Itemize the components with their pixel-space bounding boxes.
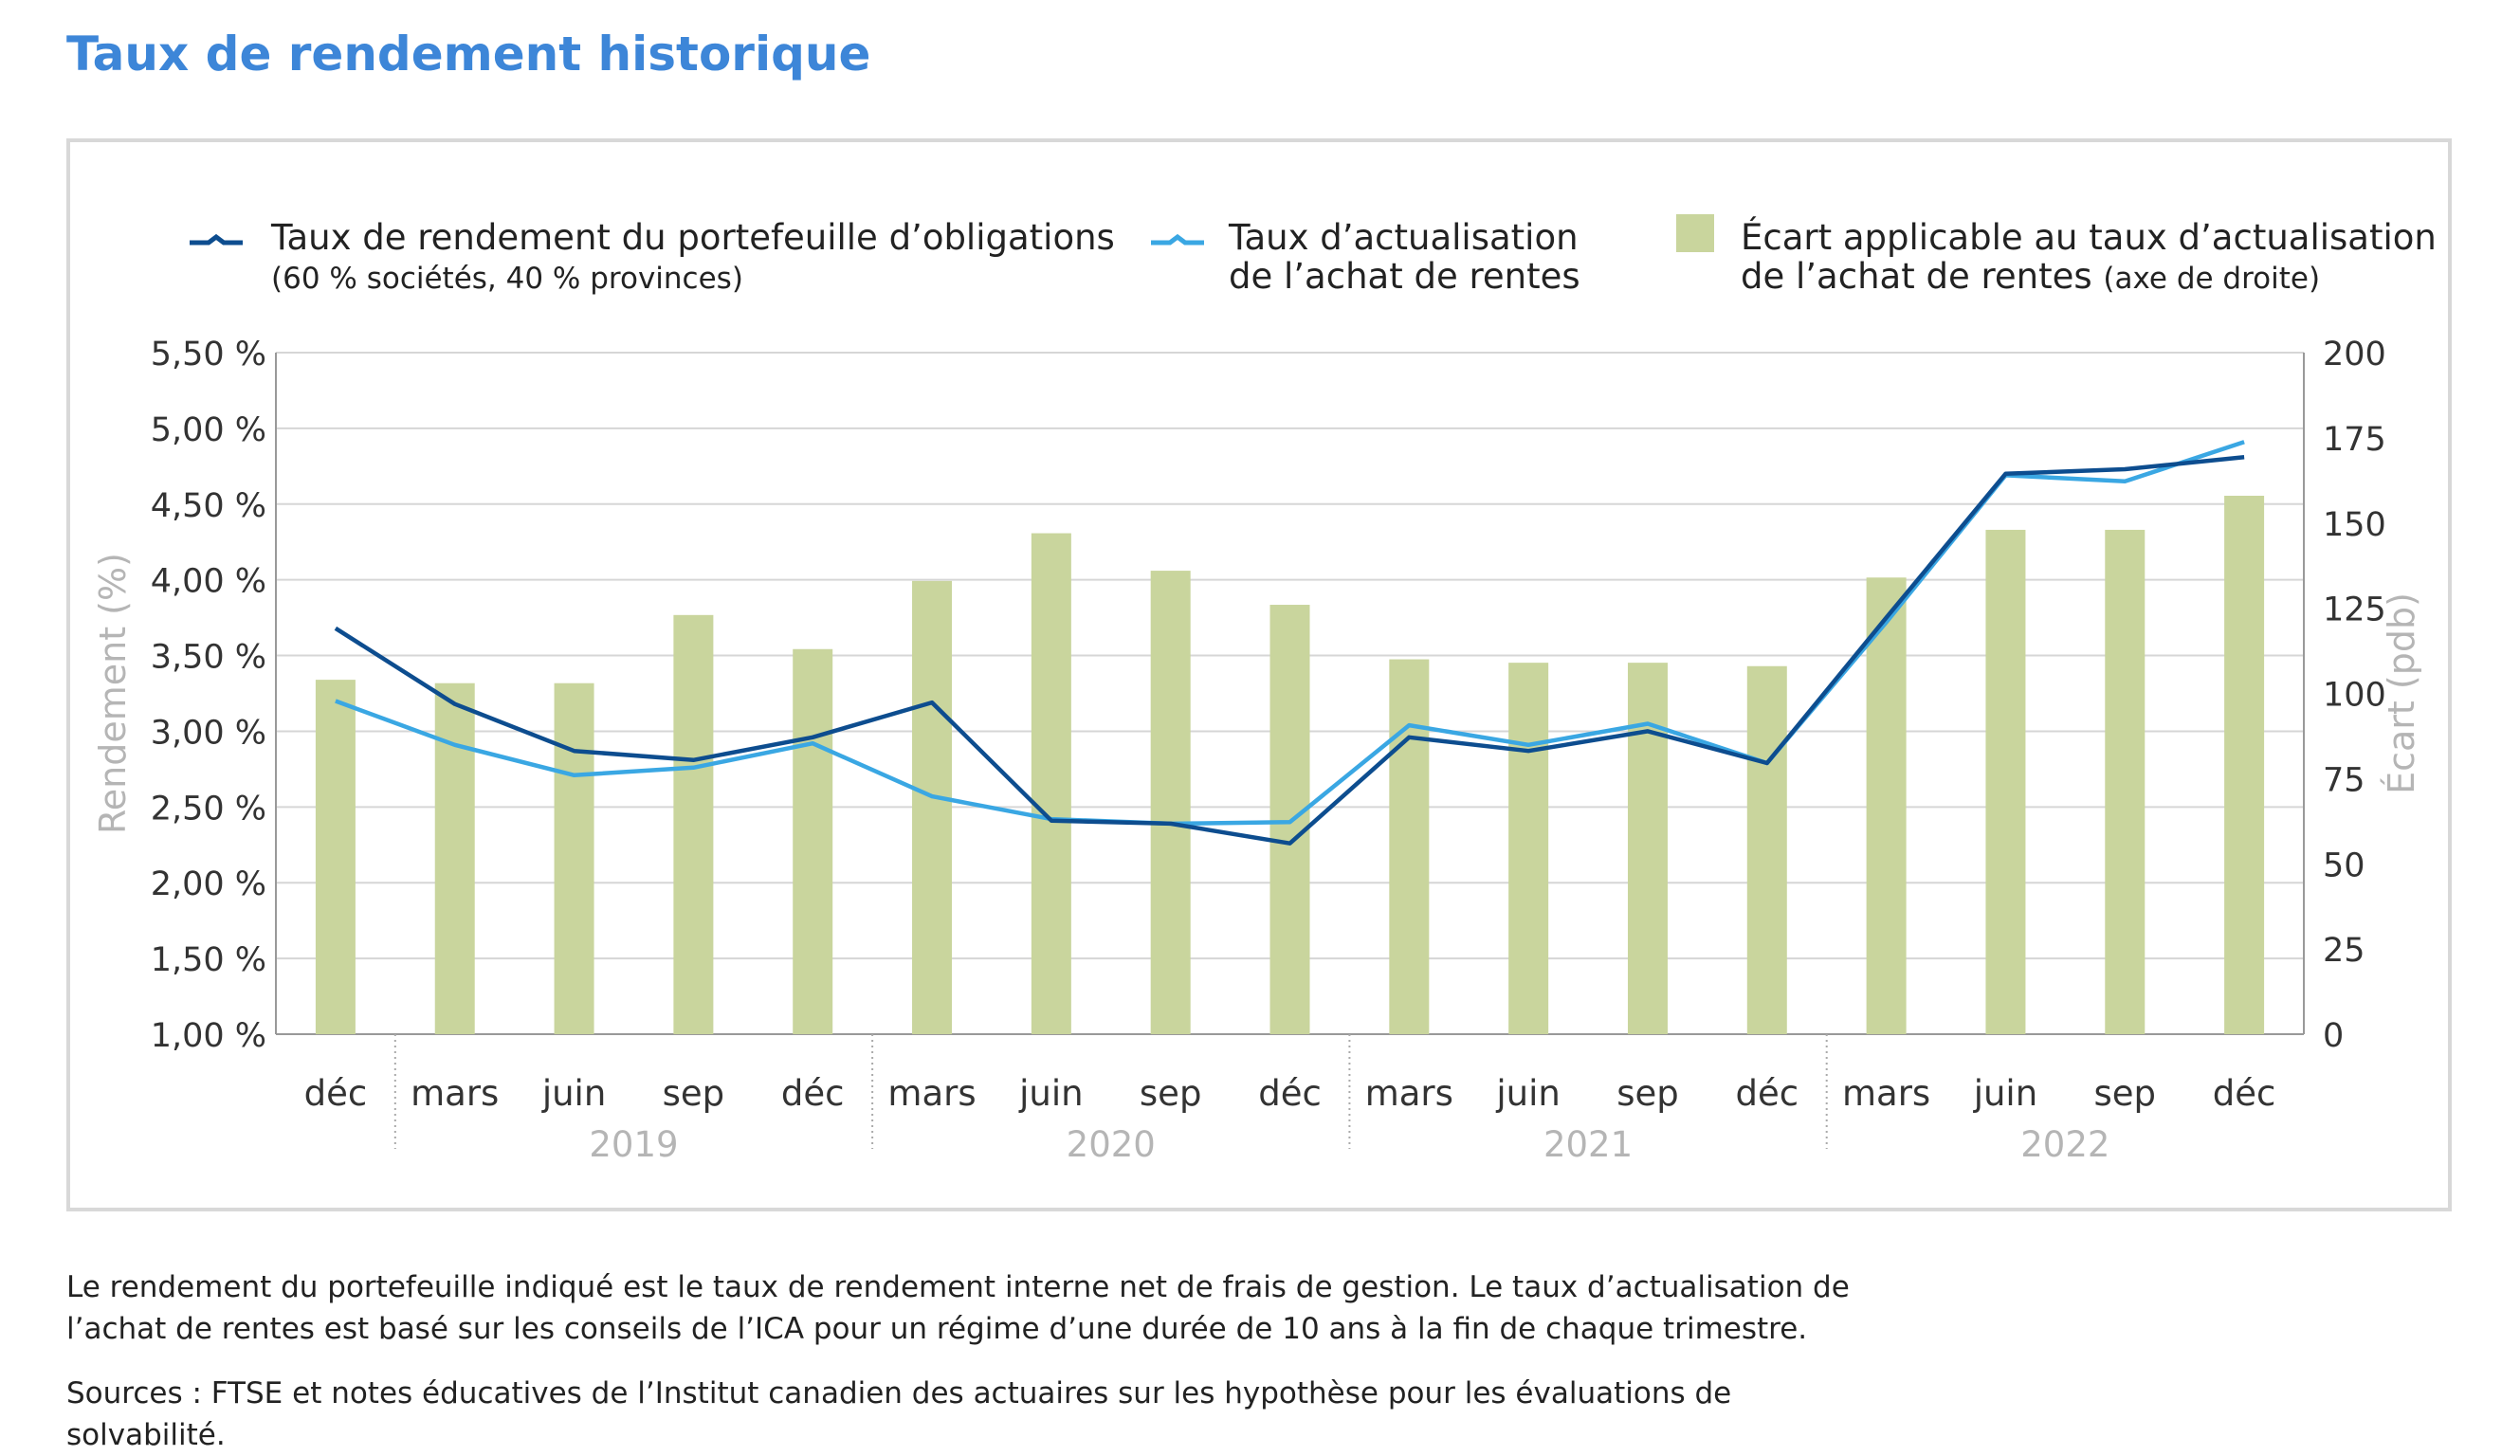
year-label: 2020 [1067,1124,1156,1165]
x-tick-label: mars [1842,1073,1930,1114]
x-tick-label: déc [781,1073,845,1114]
y-right-tick-label: 75 [2323,761,2365,799]
legend-label: de l’achat de rentes (axe de droite) [1741,256,2320,297]
bar [673,614,714,1034]
bar [1031,533,1071,1034]
bar [1508,663,1549,1034]
y-right-tick-label: 25 [2323,932,2365,970]
chart-frame: 1,00 % 1,50 % 2,00 % 2,50 % 3,00 % 3,50 % 4,00… [66,138,2452,1211]
series-line [334,454,2245,846]
y-right-tick-label: 200 [2323,336,2386,373]
y-right-tick-label: 125 [2323,592,2386,629]
legend-label: de l’achat de rentes [1229,256,1580,297]
legend-line-icon [190,233,243,246]
x-tick-label: mars [411,1073,499,1114]
bar [1746,665,1787,1034]
bar [1866,577,1907,1034]
legend-axis-note: (axe de droite) [2103,262,2320,296]
y-left-tick-label: 4,50 % [151,487,266,525]
sources-note: Sources : FTSE et notes éducatives de l’… [66,1376,1732,1452]
x-tick-label: sep [1140,1073,1202,1114]
bar [1627,663,1668,1034]
y-left-tick-label: 2,00 % [151,865,266,903]
legend-label: Taux d’actualisation [1228,217,1579,258]
y-right-tick-label: 100 [2323,677,2386,715]
y-left-tick-label: 5,00 % [151,411,266,449]
x-tick-label: sep [2093,1073,2156,1114]
y-right-axis-title: Écart (pdb) [2381,592,2422,794]
legend-label: Écart applicable au taux d’actualisation [1741,216,2437,258]
y-right-tick-label: 0 [2323,1017,2344,1055]
page-title: Taux de rendement historique [66,27,871,82]
x-tick-label: juin [1973,1073,2037,1114]
bar [1150,571,1191,1034]
bar [1389,659,1430,1034]
y-left-tick-label: 2,50 % [151,790,266,828]
x-tick-label: déc [304,1073,368,1114]
x-tick-label: juin [541,1073,606,1114]
legend-line-icon [1151,233,1204,246]
x-tick-label: déc [2213,1073,2276,1114]
legend-label: Taux de rendement du portefeuille d’obli… [270,217,1115,258]
methodology-note: Le rendement du portefeuille indiqué est… [66,1270,1850,1346]
series-line [335,440,2245,827]
bar [2105,529,2146,1034]
x-tick-label: juin [1495,1073,1560,1114]
x-tick-label: mars [887,1073,976,1114]
y-left-tick-label: 4,00 % [151,563,266,601]
bar [793,648,833,1034]
bar [2224,495,2265,1034]
bar [434,682,475,1034]
x-tick-label: juin [1018,1073,1083,1114]
legend-label-main: de l’achat de rentes [1741,256,2103,297]
y-left-tick-label: 3,50 % [151,639,266,677]
y-right-tick-label: 175 [2323,421,2386,459]
x-tick-label: déc [1258,1073,1322,1114]
x-tick-label: déc [1735,1073,1799,1114]
legend-swatch [1676,214,1714,252]
y-left-tick-label: 3,00 % [151,714,266,752]
x-tick-label: sep [1616,1073,1679,1114]
y-left-tick-label: 1,50 % [151,941,266,979]
year-label: 2021 [1543,1124,1633,1165]
x-tick-label: mars [1365,1073,1453,1114]
y-left-tick-label: 5,50 % [151,336,266,373]
year-label: 2022 [2020,1124,2109,1165]
year-label: 2019 [589,1124,678,1165]
bar [912,580,953,1034]
y-left-tick-label: 1,00 % [151,1017,266,1055]
legend-sublabel: (60 % sociétés, 40 % provinces) [271,262,743,296]
bar [315,680,356,1034]
x-tick-label: sep [663,1073,725,1114]
chart: 1,00 % 1,50 % 2,00 % 2,50 % 3,00 % 3,50 % 4,00… [92,214,2437,1165]
bar [1985,529,2026,1034]
y-right-tick-label: 50 [2323,846,2365,884]
y-right-tick-label: 150 [2323,506,2386,544]
y-left-axis-title: Rendement (%) [92,553,134,834]
bar [554,682,594,1034]
